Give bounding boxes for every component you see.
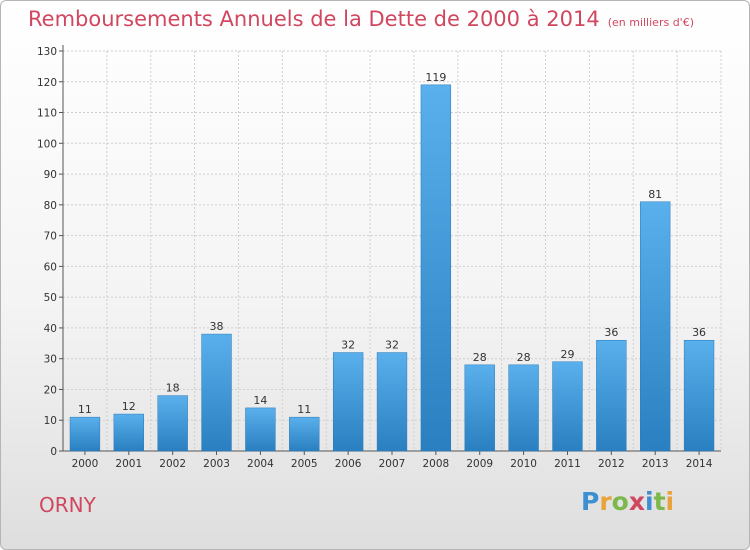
bar: [683, 339, 715, 452]
x-tick-label: 2012: [598, 458, 625, 470]
bar: [289, 416, 320, 452]
x-tick-label: 2011: [554, 458, 581, 470]
y-tick-label: 20: [44, 384, 57, 396]
data-label: 81: [648, 188, 662, 201]
data-label: 14: [253, 394, 267, 407]
logo-letter: t: [653, 487, 666, 516]
bar: [157, 395, 188, 452]
bar: [332, 352, 364, 452]
logo-letter: i: [665, 487, 675, 516]
bar: [69, 416, 101, 452]
y-tick-label: 40: [44, 323, 57, 335]
x-tick-label: 2008: [422, 458, 449, 470]
bar: [596, 339, 627, 452]
bar: [420, 84, 452, 452]
data-label: 29: [560, 348, 574, 361]
x-tick-label: 2002: [159, 458, 186, 470]
y-tick-label: 50: [44, 292, 57, 304]
data-label: 28: [517, 351, 531, 364]
bar: [245, 407, 276, 452]
bar: [552, 361, 583, 452]
x-tick-label: 2007: [379, 458, 406, 470]
logo-letter: i: [645, 487, 654, 516]
y-tick-label: 60: [44, 261, 57, 273]
logo-letter: r: [599, 487, 612, 516]
bar: [113, 413, 144, 452]
x-tick-label: 2003: [203, 458, 230, 470]
data-label: 36: [604, 326, 618, 339]
chart-title: Remboursements Annuels de la Dette de 20…: [28, 7, 694, 31]
y-tick-label: 10: [44, 415, 57, 427]
commune-name: ORNY: [39, 493, 96, 517]
x-tick-label: 2009: [466, 458, 493, 470]
bar: [508, 364, 539, 452]
data-label: 32: [341, 339, 355, 352]
y-tick-label: 0: [50, 446, 57, 458]
x-tick-label: 2004: [247, 458, 274, 470]
bar: [376, 352, 408, 452]
data-label: 119: [425, 71, 446, 84]
x-tick-label: 2005: [291, 458, 318, 470]
x-tick-label: 2001: [115, 458, 142, 470]
bar: [201, 333, 232, 452]
chart-title-text: Remboursements Annuels de la Dette de 20…: [28, 7, 600, 31]
y-tick-label: 120: [37, 77, 57, 89]
x-tick-label: 2014: [686, 458, 713, 470]
data-label: 28: [473, 351, 487, 364]
data-label: 18: [166, 382, 180, 395]
x-tick-label: 2010: [510, 458, 537, 470]
data-label: 32: [385, 339, 399, 352]
logo-letter: P: [581, 487, 600, 516]
x-tick-label: 2013: [642, 458, 669, 470]
bar: [640, 201, 671, 452]
data-label: 38: [210, 320, 224, 333]
y-tick-label: 30: [44, 354, 57, 366]
y-tick-label: 100: [37, 138, 57, 150]
y-tick-label: 130: [37, 46, 57, 58]
bars: 11 12 18 38 14 11 32 32 119 28 28 29 36 81 36: [69, 71, 715, 452]
axes: 0 10 20 30 40 50 60 70 80 90 100 110 120 130 2000 2001 2…: [37, 45, 721, 470]
data-label: 36: [692, 326, 706, 339]
logo-letter: o: [611, 487, 629, 516]
y-tick-label: 80: [44, 200, 57, 212]
bar: [464, 364, 495, 452]
proxiti-logo: Proxiti: [581, 487, 674, 516]
data-label: 12: [122, 400, 136, 413]
y-tick-label: 70: [44, 231, 57, 243]
y-tick-label: 90: [44, 169, 57, 181]
chart-unit: (en milliers d'€): [607, 16, 694, 29]
data-label: 11: [297, 403, 311, 416]
y-tick-label: 110: [37, 108, 57, 120]
x-tick-label: 2006: [335, 458, 362, 470]
data-label: 11: [78, 403, 92, 416]
x-tick-label: 2000: [72, 458, 99, 470]
logo-letter: x: [628, 487, 645, 516]
